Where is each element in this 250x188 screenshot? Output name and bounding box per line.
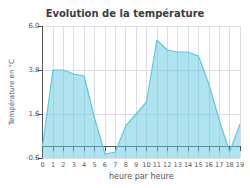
svg-text:18: 18 [225, 161, 233, 169]
svg-text:17: 17 [215, 161, 223, 169]
svg-text:4: 4 [82, 161, 86, 169]
svg-text:16: 16 [205, 161, 213, 169]
svg-text:1.6: 1.6 [28, 110, 40, 118]
svg-text:13: 13 [174, 161, 182, 169]
svg-text:7: 7 [113, 161, 117, 169]
svg-text:0: 0 [40, 161, 44, 169]
svg-text:1: 1 [51, 161, 55, 169]
svg-text:19: 19 [236, 161, 244, 169]
svg-text:5: 5 [92, 161, 96, 169]
svg-text:Evolution de la température: Evolution de la température [46, 8, 205, 19]
svg-text:3: 3 [72, 161, 76, 169]
svg-text:11: 11 [153, 161, 161, 169]
svg-text:10: 10 [142, 161, 150, 169]
svg-text:3.8: 3.8 [28, 66, 39, 74]
svg-text:heure par heure: heure par heure [109, 172, 174, 181]
svg-text:8: 8 [124, 161, 128, 169]
svg-text:12: 12 [163, 161, 171, 169]
svg-text:-0.6: -0.6 [26, 154, 40, 162]
svg-text:Température en °C: Température en °C [8, 59, 16, 126]
svg-text:9: 9 [134, 161, 138, 169]
svg-text:2: 2 [61, 161, 65, 169]
svg-text:14: 14 [184, 161, 192, 169]
svg-text:15: 15 [194, 161, 202, 169]
svg-text:6.0: 6.0 [28, 22, 39, 30]
svg-text:6: 6 [103, 161, 107, 169]
